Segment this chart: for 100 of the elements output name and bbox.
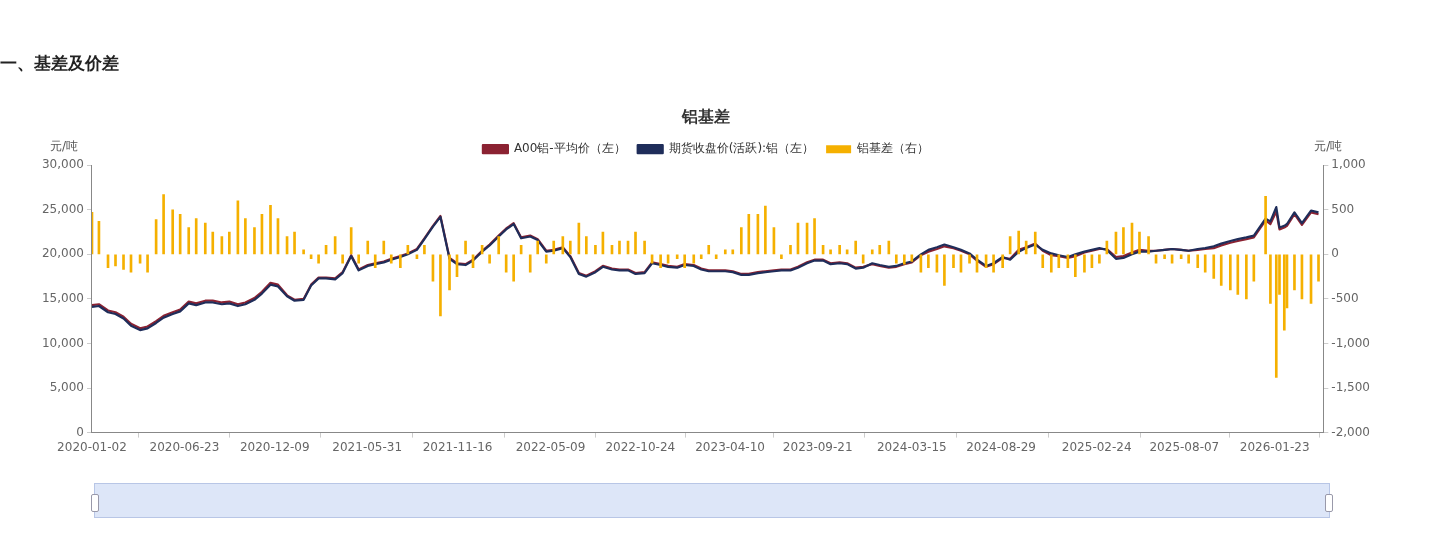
bar <box>497 236 501 255</box>
bar <box>699 254 703 260</box>
bar <box>114 254 117 267</box>
bar <box>302 249 305 255</box>
y-tick-label: 30,000 <box>41 157 84 172</box>
bar <box>968 254 971 264</box>
bar <box>1049 254 1053 273</box>
bar <box>536 240 540 255</box>
bar <box>683 254 686 269</box>
bar <box>171 209 175 255</box>
bar <box>228 231 231 255</box>
bar <box>122 254 125 270</box>
bar <box>747 213 751 255</box>
bar <box>1098 254 1101 264</box>
bar <box>349 227 353 255</box>
bar <box>1024 240 1028 255</box>
bar <box>162 194 165 255</box>
bar <box>1122 227 1125 255</box>
bar <box>634 231 637 255</box>
bar <box>552 240 556 255</box>
bar <box>373 254 377 269</box>
x-tick-label: 2022-10-24 <box>605 439 676 454</box>
bar <box>382 240 386 255</box>
x-tick-label: 2021-11-16 <box>422 439 493 454</box>
bar <box>692 254 696 264</box>
x-tick-label: 2020-06-23 <box>149 439 220 454</box>
bar <box>887 240 891 255</box>
bar <box>723 249 727 255</box>
bar <box>739 227 743 255</box>
x-tick-label: 2021-05-31 <box>332 439 403 454</box>
bar <box>618 240 621 255</box>
bar <box>780 254 783 260</box>
bar <box>927 254 930 269</box>
bar <box>1293 254 1296 291</box>
bar <box>861 254 865 264</box>
bar <box>1219 254 1223 286</box>
bar <box>1212 254 1216 279</box>
x-tick-label: 2020-12-09 <box>239 439 310 454</box>
bar <box>714 254 718 260</box>
bar <box>1203 254 1207 273</box>
bar <box>504 254 508 273</box>
x-tick-label: 2023-04-10 <box>695 439 765 454</box>
bar <box>341 254 344 264</box>
bar <box>943 254 946 286</box>
bar <box>568 240 572 255</box>
bar <box>878 245 882 255</box>
bar <box>561 236 565 255</box>
legend-label: 期货收盘价(活跃):铝（左） <box>668 141 815 156</box>
x-tick-label: 2024-03-15 <box>876 439 947 454</box>
bar <box>269 204 272 255</box>
bar <box>1074 254 1077 277</box>
x-tick-label: 2025-08-07 <box>1149 439 1220 454</box>
bar <box>659 254 662 269</box>
y2-tick-label: 0 <box>1331 246 1339 261</box>
bar <box>764 205 767 255</box>
bar <box>253 227 256 255</box>
bar <box>1147 236 1150 255</box>
bar <box>1033 231 1037 255</box>
bar <box>1196 254 1200 269</box>
x-tick-label: 2020-01-02 <box>57 439 127 454</box>
bar <box>544 254 548 264</box>
bar <box>707 245 711 255</box>
bar <box>187 227 191 255</box>
bar <box>1274 254 1278 378</box>
bar <box>1187 254 1190 264</box>
bar <box>1057 254 1061 269</box>
y-tick-label: 10,000 <box>41 335 84 350</box>
y2-tick-label: 1,000 <box>1331 157 1366 172</box>
bar <box>894 254 898 264</box>
bar <box>1163 254 1166 260</box>
bar <box>1269 254 1272 304</box>
y-tick-label: 15,000 <box>41 291 84 306</box>
y-tick-label: 5,000 <box>49 380 84 395</box>
bar <box>992 254 995 273</box>
y-tick-label: 25,000 <box>41 201 84 216</box>
bar <box>317 254 320 264</box>
bar <box>1236 254 1240 295</box>
legend-label: A00铝-平均价（左） <box>513 141 626 156</box>
bar <box>585 236 588 255</box>
bar <box>870 249 874 255</box>
chart-title: 铝基差 <box>681 106 730 126</box>
bar <box>357 254 360 264</box>
bar <box>1041 254 1045 269</box>
legend-label: 铝基差（右） <box>856 141 930 156</box>
bar <box>854 240 858 255</box>
y-tick-label: 20,000 <box>41 246 84 261</box>
bar <box>1317 254 1320 282</box>
bar <box>211 231 215 255</box>
bar <box>813 218 816 255</box>
bar <box>488 254 491 264</box>
bar <box>203 222 207 255</box>
bar <box>439 254 442 317</box>
bar <box>464 240 467 255</box>
bar <box>146 254 149 273</box>
bar <box>366 240 370 255</box>
bar <box>902 254 906 265</box>
bar <box>244 218 247 255</box>
y2-tick-label: 500 <box>1331 201 1355 216</box>
bar <box>1245 254 1248 300</box>
y2-tick-label: -1,000 <box>1331 335 1370 350</box>
